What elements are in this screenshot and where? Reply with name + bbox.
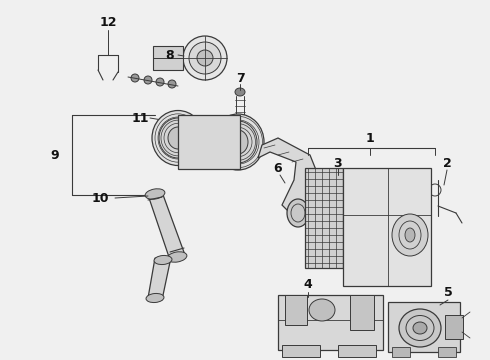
Bar — [178, 115, 240, 169]
Ellipse shape — [131, 74, 139, 82]
Ellipse shape — [392, 214, 428, 256]
Ellipse shape — [159, 118, 197, 158]
Text: 3: 3 — [334, 157, 343, 170]
Ellipse shape — [309, 299, 335, 321]
Polygon shape — [258, 138, 320, 215]
Ellipse shape — [228, 130, 248, 154]
Ellipse shape — [145, 189, 165, 199]
Ellipse shape — [144, 76, 152, 84]
Bar — [343, 168, 431, 286]
Bar — [278, 295, 383, 350]
Bar — [392, 347, 410, 357]
Text: 7: 7 — [236, 72, 245, 85]
Ellipse shape — [189, 42, 221, 74]
Bar — [350, 295, 374, 330]
Text: 11: 11 — [131, 112, 149, 125]
Text: 9: 9 — [50, 149, 59, 162]
Bar — [388, 302, 460, 352]
Text: 2: 2 — [442, 157, 451, 170]
Ellipse shape — [156, 78, 164, 86]
Polygon shape — [148, 192, 185, 260]
Ellipse shape — [219, 121, 257, 163]
Text: 6: 6 — [274, 162, 282, 175]
Ellipse shape — [235, 88, 245, 96]
Ellipse shape — [154, 256, 172, 265]
Ellipse shape — [146, 293, 164, 302]
Bar — [153, 46, 183, 70]
Text: 4: 4 — [304, 279, 313, 292]
Text: 12: 12 — [99, 15, 117, 28]
Ellipse shape — [183, 36, 227, 80]
Ellipse shape — [168, 127, 188, 149]
Ellipse shape — [167, 252, 187, 262]
Polygon shape — [148, 258, 170, 300]
Bar — [282, 345, 320, 357]
Bar — [305, 168, 343, 268]
Ellipse shape — [212, 114, 264, 170]
Text: 1: 1 — [366, 131, 374, 144]
Ellipse shape — [399, 309, 441, 347]
Ellipse shape — [168, 80, 176, 88]
Ellipse shape — [413, 322, 427, 334]
Bar — [338, 345, 376, 357]
Text: 8: 8 — [166, 49, 174, 62]
Bar — [438, 347, 456, 357]
Ellipse shape — [405, 228, 415, 242]
Bar — [445, 315, 463, 339]
Ellipse shape — [287, 199, 309, 227]
Ellipse shape — [197, 50, 213, 66]
Ellipse shape — [152, 111, 204, 166]
Text: 5: 5 — [443, 287, 452, 300]
Text: 10: 10 — [91, 192, 109, 204]
Bar — [285, 295, 307, 325]
